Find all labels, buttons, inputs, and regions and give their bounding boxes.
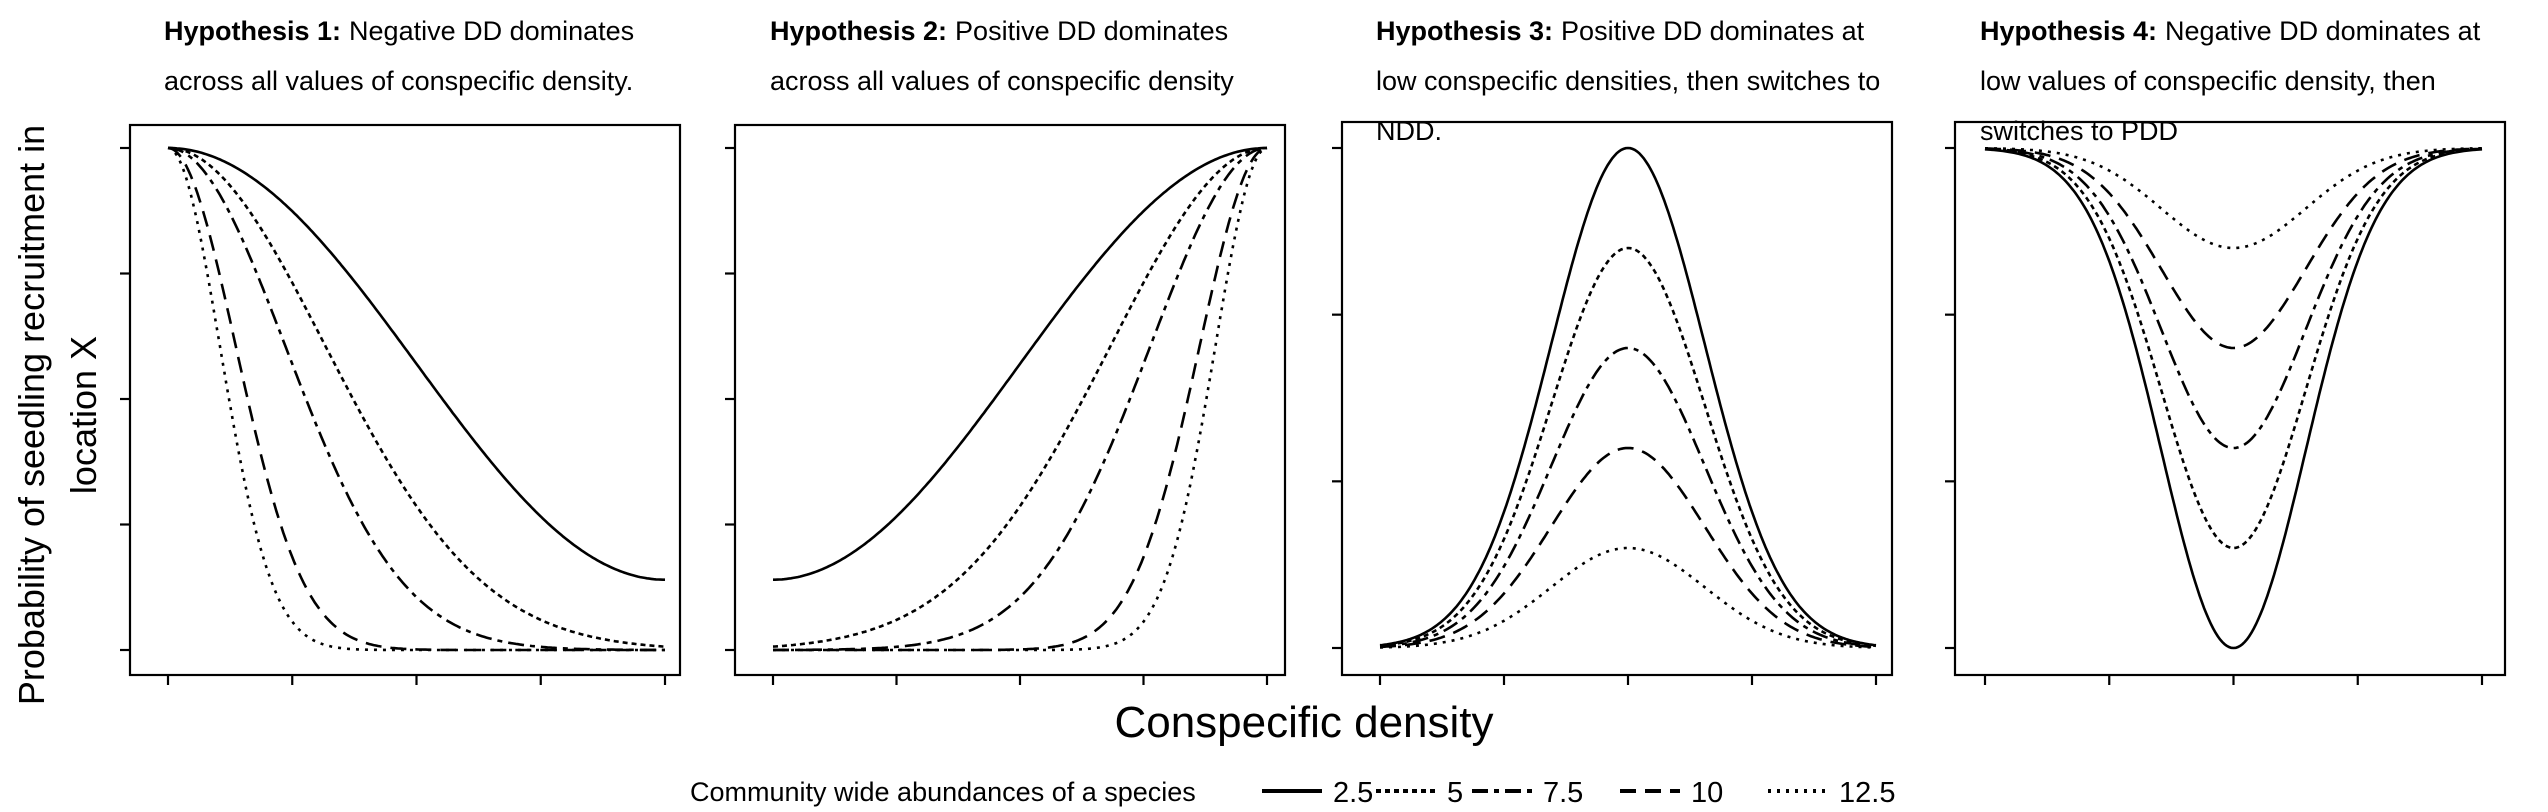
y-axis-label-line-2: location X bbox=[63, 336, 104, 494]
legend-label-12.5: 12.5 bbox=[1839, 777, 1895, 809]
series-line-10 bbox=[773, 146, 1268, 652]
plot-frame bbox=[1340, 120, 1894, 677]
legend-label-5: 5 bbox=[1447, 777, 1463, 809]
panel-1-title-line-1: Negative DD dominates bbox=[349, 16, 634, 46]
series-line-7.5 bbox=[1379, 346, 1877, 648]
plot-frame bbox=[1953, 120, 2507, 677]
legend-label-2.5: 2.5 bbox=[1333, 777, 1373, 809]
panel-1-title-bold: Hypothesis 1: bbox=[164, 16, 341, 46]
panel-1-title: Hypothesis 1: Negative DD dominates acros… bbox=[164, 16, 634, 96]
svg-text:Hypothesis 1:Negative DD domin: Hypothesis 1: Negative DD dominates bbox=[164, 16, 634, 46]
series-line-2.5 bbox=[773, 146, 1267, 582]
panel-3-title: Hypothesis 3: Positive DD dominates at lo… bbox=[1376, 16, 1880, 146]
plot-frame bbox=[128, 123, 682, 677]
svg-text:Hypothesis 4:Negative DD domin: Hypothesis 4: Negative DD dominates at bbox=[1980, 16, 2481, 46]
panel-2-title-line-2: across all values of conspecific density bbox=[770, 66, 1234, 96]
series-line-12.5 bbox=[773, 146, 1268, 652]
panel-3-title-line-1: Positive DD dominates at bbox=[1561, 16, 1865, 46]
panel-3-title-line-2: low conspecific densities, then switches… bbox=[1376, 66, 1880, 96]
panel-4-title-line-2: low values of conspecific density, then bbox=[1980, 66, 2436, 96]
legend: Community wide abundances of a species 2… bbox=[690, 777, 1895, 809]
svg-text:Hypothesis 2:Positive DD domin: Hypothesis 2: Positive DD dominates bbox=[770, 16, 1228, 46]
series-line-7.5 bbox=[773, 146, 1268, 652]
svg-text:Hypothesis 3:Positive DD domin: Hypothesis 3: Positive DD dominates at bbox=[1376, 16, 1865, 46]
series-line-5 bbox=[1379, 246, 1877, 648]
panel-4-title-bold: Hypothesis 4: bbox=[1980, 16, 2157, 46]
panel-2-plot bbox=[725, 123, 1287, 685]
series-line-7.5 bbox=[167, 146, 665, 652]
x-axis-label: Conspecific density bbox=[1114, 698, 1493, 747]
legend-title: Community wide abundances of a species bbox=[690, 777, 1196, 807]
panel-3-title-line-3: NDD. bbox=[1376, 116, 1442, 146]
series-line-10 bbox=[167, 146, 665, 652]
panel-4-title: Hypothesis 4: Negative DD dominates at lo… bbox=[1980, 16, 2481, 146]
series-line-12.5 bbox=[1985, 147, 2482, 250]
series-line-5 bbox=[772, 146, 1268, 648]
series-line-12.5 bbox=[167, 146, 665, 652]
panel-4-title-line-3: switches to PDD bbox=[1980, 116, 2178, 146]
series-line-10 bbox=[1379, 446, 1877, 649]
panel-4-plot bbox=[1945, 120, 2507, 685]
series-line-7.5 bbox=[1984, 147, 2483, 450]
series-line-10 bbox=[1984, 147, 2483, 350]
panel-2-title: Hypothesis 2: Positive DD dominates acros… bbox=[770, 16, 1234, 96]
panel-1-title-line-2: across all values of conspecific density… bbox=[164, 66, 633, 96]
y-axis-label-line-1: Probability of seedling recruitment in bbox=[11, 125, 52, 705]
series-line-5 bbox=[167, 146, 666, 648]
panel-2-title-line-1: Positive DD dominates bbox=[955, 16, 1228, 46]
legend-label-10: 10 bbox=[1691, 777, 1723, 809]
panel-4-title-line-1: Negative DD dominates at bbox=[2165, 16, 2481, 46]
series-line-12.5 bbox=[1380, 546, 1876, 649]
panel-3-title-bold: Hypothesis 3: bbox=[1376, 16, 1553, 46]
series-line-2.5 bbox=[168, 146, 665, 582]
plot-frame bbox=[733, 123, 1287, 677]
series-line-2.5 bbox=[1379, 146, 1877, 647]
panel-1-plot bbox=[120, 123, 682, 685]
panel-3-plot bbox=[1332, 120, 1894, 685]
panel-2-title-bold: Hypothesis 2: bbox=[770, 16, 947, 46]
legend-label-7.5: 7.5 bbox=[1543, 777, 1583, 809]
series-line-2.5 bbox=[1984, 148, 2483, 650]
